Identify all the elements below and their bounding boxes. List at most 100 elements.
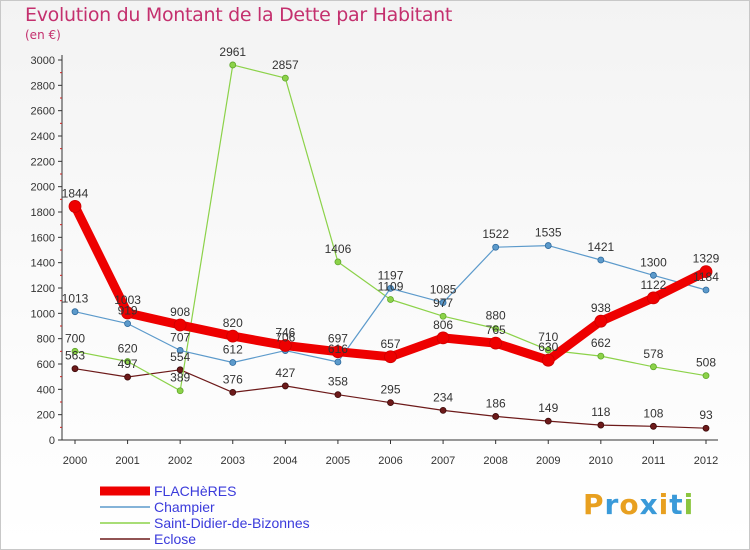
- y-tick-label: 1200: [31, 283, 55, 295]
- data-point: [71, 365, 79, 373]
- y-tick-label: 0: [49, 435, 55, 447]
- data-label: 1122: [641, 278, 667, 292]
- data-label: 563: [65, 349, 85, 363]
- data-point: [176, 347, 184, 354]
- x-tick-label: 2011: [642, 455, 666, 467]
- data-label: 1013: [62, 292, 89, 306]
- logo-letter: x: [639, 488, 659, 521]
- data-label: 1406: [325, 242, 352, 256]
- y-tick-label: 1800: [31, 207, 55, 219]
- data-point: [334, 358, 342, 366]
- data-label: 1085: [430, 283, 457, 297]
- data-label: 1184: [693, 270, 719, 284]
- data-label: 234: [433, 390, 453, 404]
- data-label: 806: [433, 318, 453, 332]
- data-label: 765: [486, 323, 506, 337]
- data-point: [594, 314, 608, 328]
- data-point: [544, 417, 552, 425]
- data-point: [544, 242, 552, 249]
- x-tick-label: 2006: [378, 455, 402, 467]
- data-point: [334, 391, 342, 399]
- data-point: [68, 200, 82, 213]
- data-label: 620: [118, 341, 138, 355]
- data-label: 2857: [272, 58, 299, 72]
- data-label: 657: [380, 337, 400, 351]
- data-point: [492, 413, 500, 420]
- data-point: [387, 399, 394, 407]
- data-point: [439, 299, 447, 306]
- y-tick-label: 1000: [31, 308, 55, 320]
- data-label: 1421: [587, 240, 614, 254]
- data-label: 118: [591, 405, 610, 419]
- data-label: 697: [328, 332, 348, 346]
- legend-label: Saint-Didier-de-Bizonnes: [154, 515, 310, 531]
- data-point: [229, 61, 237, 69]
- data-label: 616: [328, 342, 348, 356]
- y-tick-label: 2200: [31, 156, 55, 168]
- data-point: [597, 352, 605, 360]
- data-point: [278, 339, 292, 352]
- y-tick-label: 200: [37, 410, 55, 422]
- x-tick-label: 2005: [326, 455, 350, 467]
- data-point: [176, 387, 184, 395]
- data-label: 376: [223, 372, 243, 386]
- logo-letter: i: [658, 488, 670, 521]
- data-point: [699, 265, 713, 279]
- data-point: [702, 424, 710, 432]
- data-point: [281, 382, 289, 390]
- data-point: [124, 373, 131, 381]
- x-tick-label: 2009: [536, 455, 560, 467]
- logo-letter: o: [619, 488, 640, 521]
- data-label: 707: [170, 330, 190, 344]
- data-label: 706: [275, 331, 295, 345]
- data-point: [647, 291, 660, 305]
- data-label: 1535: [535, 226, 562, 240]
- data-point: [173, 318, 187, 332]
- data-label: 1844: [62, 186, 89, 200]
- data-label: 508: [696, 356, 716, 370]
- logo-letter: t: [669, 488, 684, 521]
- data-point: [702, 286, 710, 294]
- data-label: 427: [275, 366, 295, 380]
- x-tick-label: 2007: [431, 455, 455, 467]
- y-tick-label: 1400: [31, 258, 55, 270]
- data-point: [387, 296, 394, 303]
- data-point: [71, 308, 79, 316]
- chart-title: Evolution du Montant de la Dette par Hab…: [25, 4, 453, 26]
- data-point: [439, 312, 447, 320]
- data-point: [436, 331, 450, 345]
- x-tick-label: 2004: [273, 455, 297, 467]
- data-point: [334, 258, 342, 266]
- data-label: 1197: [378, 268, 404, 282]
- data-label: 662: [591, 336, 611, 350]
- data-point: [387, 284, 394, 292]
- legend-label: Champier: [154, 499, 215, 515]
- data-point: [229, 388, 237, 396]
- y-tick-label: 2600: [31, 106, 55, 118]
- data-label: 710: [538, 330, 558, 344]
- x-tick-label: 2002: [168, 455, 192, 467]
- x-tick-label: 2000: [63, 455, 87, 467]
- logo-letter: i: [683, 488, 695, 521]
- data-label: 295: [380, 383, 400, 397]
- data-label: 554: [170, 350, 190, 364]
- data-point: [650, 422, 657, 430]
- x-tick-label: 2010: [589, 455, 613, 467]
- y-tick-label: 2400: [31, 131, 55, 143]
- data-label: 108: [643, 406, 663, 420]
- data-point: [331, 345, 345, 359]
- data-point: [281, 74, 289, 82]
- data-label: 630: [538, 340, 558, 354]
- data-label: 2961: [219, 45, 246, 59]
- data-point: [492, 325, 500, 332]
- data-point: [597, 256, 605, 264]
- data-point: [71, 347, 79, 355]
- data-point: [650, 363, 657, 371]
- data-point: [226, 329, 240, 343]
- data-label: 612: [223, 342, 243, 356]
- x-tick-label: 2012: [694, 455, 718, 467]
- data-point: [384, 350, 397, 364]
- x-tick-label: 2001: [115, 455, 139, 467]
